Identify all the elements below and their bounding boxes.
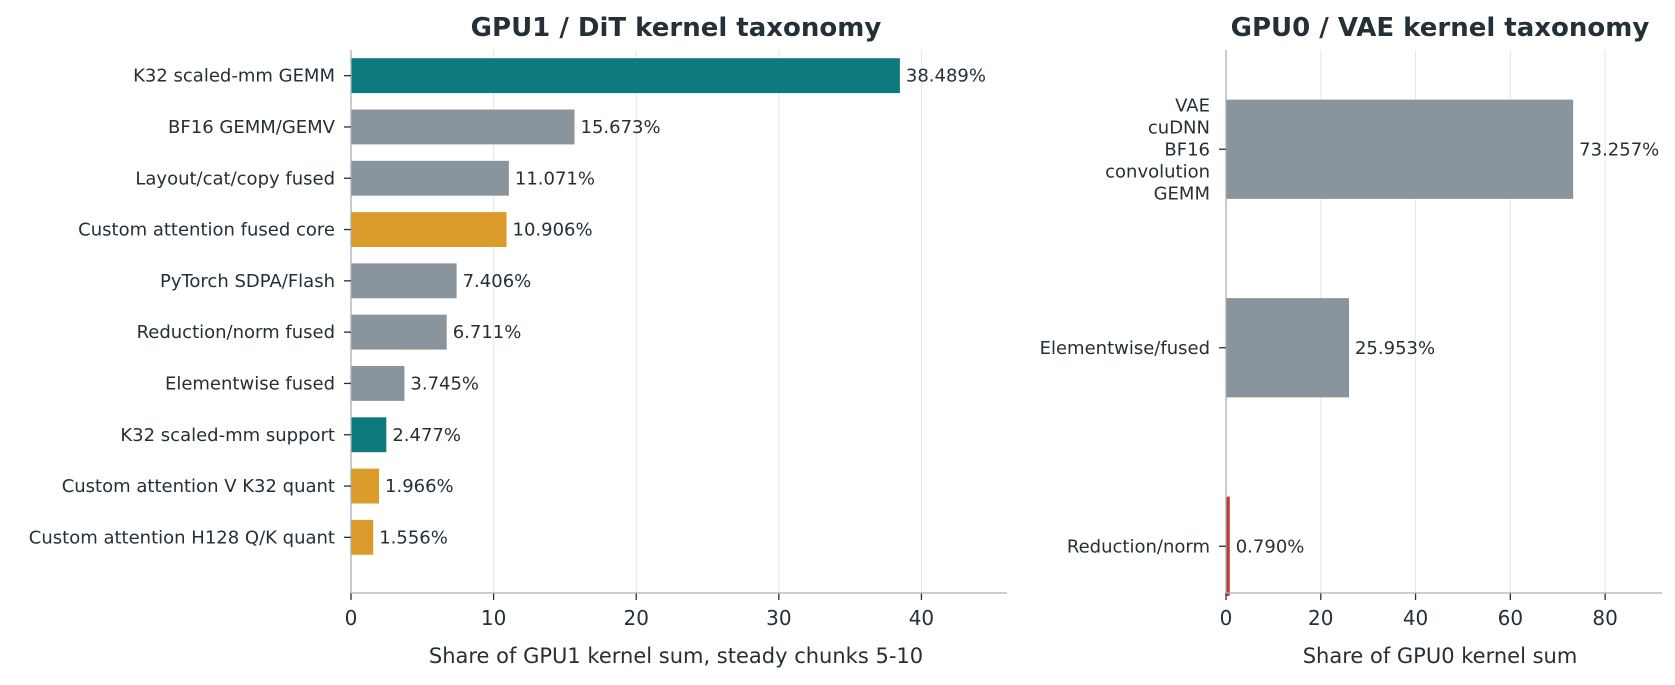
- data-label: 6.711%: [453, 322, 522, 343]
- axes: [1219, 50, 1662, 600]
- category-label: K32 scaled-mm GEMM: [133, 66, 335, 87]
- bar: [351, 160, 509, 196]
- data-labels: 38.489% 15.673% 11.071% 10.906% 7.406% 6.711%…: [379, 66, 986, 549]
- category-label: Reduction/norm fused: [137, 322, 335, 343]
- bar: [351, 519, 374, 555]
- x-tick-label: 10: [481, 606, 506, 630]
- chart-title: GPU1 / DiT kernel taxonomy: [471, 13, 882, 43]
- data-label: 25.953%: [1355, 338, 1435, 359]
- category-labels: VAE cuDNN BF16 convolution GEMM Elementwise/f…: [1040, 95, 1210, 557]
- x-tick-label: 20: [623, 606, 648, 630]
- vae-kernel-chart: GPU0 / VAE kernel taxonomy VAE cuDNN BF16 c…: [1040, 13, 1662, 668]
- data-label: 3.745%: [410, 373, 479, 394]
- category-label: Reduction/norm: [1067, 536, 1210, 557]
- dit-kernel-chart: GPU1 / DiT kernel taxonomy K32 scaled-mm…: [29, 13, 1007, 668]
- tick-labels: 0 10 20 30 40: [345, 606, 935, 630]
- category-label: VAE cuDNN BF16 convolution GEMM: [1105, 95, 1210, 204]
- data-label: 7.406%: [463, 271, 532, 292]
- x-tick-label: 30: [766, 606, 791, 630]
- x-tick-label: 40: [909, 606, 934, 630]
- bars: [351, 58, 900, 555]
- x-tick-label: 80: [1592, 606, 1617, 630]
- data-label: 15.673%: [581, 117, 661, 138]
- tick-labels: 0 20 40 60 80: [1220, 606, 1618, 630]
- bar: [351, 109, 575, 145]
- bar: [351, 58, 900, 94]
- bar: [351, 417, 387, 453]
- category-label: K32 scaled-mm support: [120, 425, 335, 446]
- x-axis-label: Share of GPU0 kernel sum: [1303, 644, 1578, 668]
- bar: [1226, 99, 1574, 199]
- x-tick-label: 0: [1220, 606, 1233, 630]
- category-label: Custom attention V K32 quant: [62, 476, 335, 497]
- bar: [351, 366, 405, 401]
- category-label: BF16 GEMM/GEMV: [168, 117, 336, 138]
- category-label: Elementwise fused: [165, 373, 335, 394]
- bar: [351, 263, 457, 299]
- data-label: 11.071%: [515, 168, 595, 189]
- bar: [351, 212, 507, 247]
- x-tick-label: 60: [1498, 606, 1523, 630]
- category-label: Elementwise/fused: [1040, 338, 1210, 359]
- x-tick-label: 0: [345, 606, 358, 630]
- category-label: PyTorch SDPA/Flash: [160, 271, 335, 292]
- x-tick-label: 40: [1403, 606, 1428, 630]
- gridlines: [493, 50, 922, 593]
- category-label: Layout/cat/copy fused: [135, 168, 335, 189]
- bar: [1226, 298, 1349, 398]
- data-label: 0.790%: [1236, 536, 1305, 557]
- bar: [1226, 496, 1230, 596]
- bar: [351, 468, 380, 504]
- data-label: 38.489%: [906, 66, 986, 87]
- category-label: Custom attention fused core: [78, 220, 335, 241]
- category-label: Custom attention H128 Q/K quant: [29, 527, 335, 548]
- bars: [1226, 99, 1574, 596]
- data-label: 73.257%: [1579, 139, 1659, 160]
- data-label: 10.906%: [513, 220, 593, 241]
- x-tick-label: 20: [1308, 606, 1333, 630]
- axes: [344, 50, 1007, 600]
- data-labels: 73.257% 25.953% 0.790%: [1236, 139, 1660, 557]
- category-labels: K32 scaled-mm GEMM BF16 GEMM/GEMV Layout/c…: [29, 66, 336, 549]
- x-axis-label: Share of GPU1 kernel sum, steady chunks …: [429, 644, 923, 668]
- data-label: 2.477%: [392, 425, 461, 446]
- bar: [351, 314, 447, 350]
- data-label: 1.556%: [379, 527, 448, 548]
- chart-title: GPU0 / VAE kernel taxonomy: [1231, 13, 1650, 43]
- data-label: 1.966%: [385, 476, 454, 497]
